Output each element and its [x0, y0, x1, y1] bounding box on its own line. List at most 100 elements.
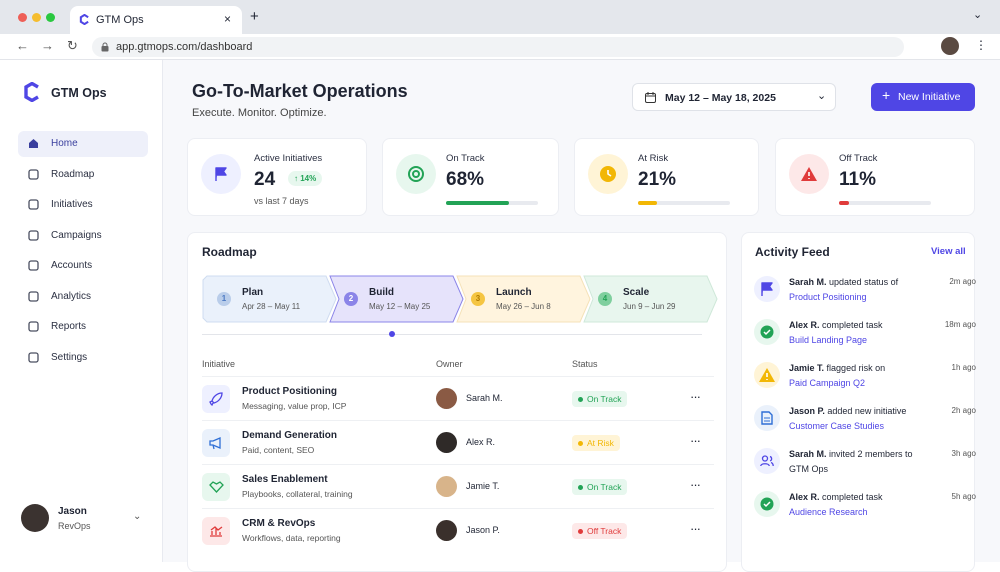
new-initiative-button[interactable]: + New Initiative — [871, 83, 975, 111]
initiative-icon — [202, 517, 230, 545]
activity-text: Sarah M. invited 2 members to GTM Ops — [789, 447, 924, 477]
date-picker[interactable]: May 12 – May 18, 2025 ⌄ — [632, 83, 836, 111]
icon — [28, 351, 39, 363]
brand-name: GTM Ops — [51, 86, 107, 100]
tab-menu[interactable]: ⌄ — [973, 9, 983, 21]
activity-icon — [754, 491, 780, 517]
row-menu[interactable]: ··· — [690, 477, 701, 492]
owner-name: Alex R. — [466, 437, 496, 447]
icon — [28, 321, 39, 332]
stat-card: On Track 68% — [382, 138, 559, 216]
nav-item[interactable]: Settings — [18, 345, 148, 371]
calendar-icon — [645, 92, 656, 103]
icon-part — [408, 166, 424, 182]
initiative-row[interactable]: CRM & RevOps Workflows, data, reporting … — [202, 508, 714, 552]
icon — [28, 290, 39, 302]
activity-actor: Alex R. — [789, 492, 820, 502]
activity-target[interactable]: Product Positioning — [789, 292, 867, 302]
progress-track — [446, 201, 538, 205]
activity-time: 2h ago — [951, 406, 976, 415]
nav-icon — [28, 168, 39, 183]
icon-part — [102, 42, 108, 46]
profile-avatar[interactable] — [941, 37, 959, 55]
icon-part — [607, 170, 612, 177]
nav-icon — [28, 321, 39, 335]
nav-item[interactable]: Roadmap — [18, 162, 148, 188]
stat-card: Active Initiatives 24 ↑ 14% vs last 7 days — [187, 138, 367, 216]
browser-tab[interactable]: GTM Ops × — [70, 6, 242, 34]
initiative-name: Demand Generation — [242, 430, 338, 441]
stage-step: 2 — [344, 292, 358, 306]
tab-logo — [79, 14, 89, 25]
nav-label: Campaigns — [51, 229, 102, 241]
owner-avatar — [436, 432, 457, 453]
stat-value: 11% — [839, 169, 876, 190]
stage-step: 3 — [471, 292, 485, 306]
roadmap-stage[interactable]: 3 Launch May 26 – Jun 8 — [456, 275, 592, 323]
activity-time: 1h ago — [951, 363, 976, 372]
roadmap-stage[interactable]: 4 Scale Jun 9 – Jun 29 — [583, 275, 719, 323]
roadmap-title: Roadmap — [202, 245, 257, 259]
icon-part — [761, 411, 773, 425]
icon — [759, 368, 775, 382]
new-tab[interactable]: + — [250, 8, 259, 25]
progress-track — [638, 201, 730, 205]
icon — [760, 325, 774, 339]
row-menu[interactable]: ··· — [690, 433, 701, 448]
stage-name: Build — [369, 287, 394, 298]
status-pill: On Track — [572, 391, 628, 407]
nav-item[interactable]: Campaigns — [18, 223, 148, 249]
initiative-detail: Paid, content, SEO — [242, 445, 315, 455]
nav-item[interactable]: Analytics — [18, 284, 148, 310]
icon — [600, 166, 616, 182]
activity-target[interactable]: Audience Research — [789, 507, 868, 517]
tab-close[interactable]: × — [224, 12, 232, 26]
activity-target[interactable]: Customer Case Studies — [789, 421, 885, 431]
url-field[interactable]: app.gtmops.com/dashboard — [92, 37, 904, 57]
nav-item[interactable]: Initiatives — [18, 192, 148, 218]
activity-icon — [754, 405, 780, 431]
roadmap-stage[interactable]: 1 Plan Apr 28 – May 11 — [202, 275, 338, 323]
main-content: Go-To-Market Operations Execute. Monitor… — [163, 60, 1000, 572]
activity-target[interactable]: Paid Campaign Q2 — [789, 378, 866, 388]
icon — [29, 139, 38, 148]
nav-item[interactable]: Reports — [18, 314, 148, 340]
icon-part — [329, 275, 464, 323]
activity-item: Alex R. completed task Build Landing Page… — [754, 318, 976, 358]
user-menu-toggle[interactable]: ⌄ — [133, 511, 142, 522]
close-dot[interactable] — [18, 13, 27, 22]
view-all-link[interactable]: View all — [931, 246, 966, 257]
forward-button[interactable]: → — [41, 38, 54, 53]
initiative-row[interactable]: Product Positioning Messaging, value pro… — [202, 376, 714, 420]
activity-actor: Sarah M. — [789, 277, 827, 287]
lock-icon — [101, 42, 109, 52]
row-menu[interactable]: ··· — [690, 521, 701, 536]
stat-card: Off Track 11% — [775, 138, 975, 216]
nav-item[interactable]: Accounts — [18, 253, 148, 279]
nav-item[interactable]: Home — [18, 131, 148, 157]
reload-button[interactable]: ↻ — [67, 38, 78, 53]
status-pill: On Track — [572, 479, 628, 495]
icon-part — [761, 455, 769, 462]
activity-action: invited 2 members to GTM Ops — [789, 449, 913, 474]
stat-label: At Risk — [638, 153, 669, 164]
stat-note: vs last 7 days — [254, 196, 309, 206]
icon — [801, 167, 817, 181]
icon-part — [28, 168, 39, 180]
activity-target[interactable]: Build Landing Page — [789, 335, 868, 345]
initiative-row[interactable]: Demand Generation Paid, content, SEO Ale… — [202, 420, 714, 464]
row-menu[interactable]: ··· — [690, 389, 701, 404]
stat-value: 24 — [254, 169, 276, 190]
browser-menu[interactable]: ⋮ — [975, 38, 987, 52]
back-button[interactable]: ← — [16, 38, 29, 53]
maximize-dot[interactable] — [46, 13, 55, 22]
stage-step: 1 — [217, 292, 231, 306]
initiative-row[interactable]: Sales Enablement Playbooks, collateral, … — [202, 464, 714, 508]
status-dot — [578, 529, 583, 534]
activity-text: Sarah M. updated status of Product Positi… — [789, 275, 924, 305]
icon — [760, 455, 774, 467]
roadmap-stage[interactable]: 2 Build May 12 – May 25 — [329, 275, 465, 323]
icon — [761, 282, 773, 296]
icon-part — [645, 92, 656, 97]
minimize-dot[interactable] — [32, 13, 41, 22]
